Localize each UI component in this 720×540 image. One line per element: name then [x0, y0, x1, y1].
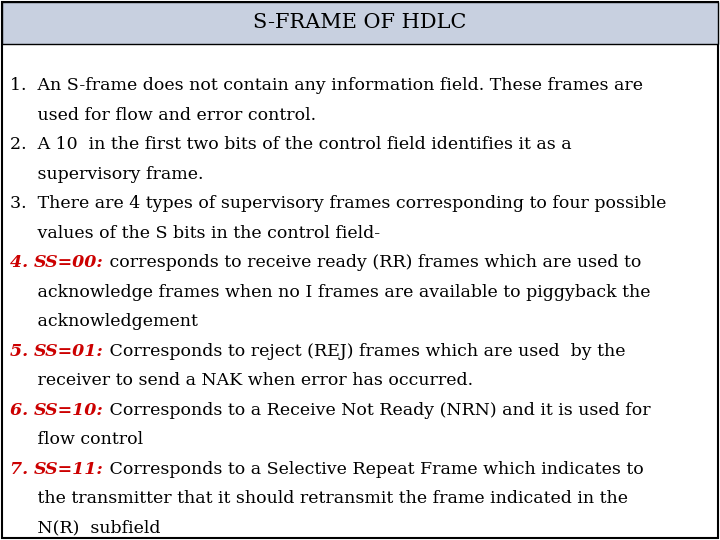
Text: 4.: 4. [10, 254, 34, 271]
Text: 3.  There are 4 types of supervisory frames corresponding to four possible: 3. There are 4 types of supervisory fram… [10, 195, 667, 212]
Text: 6.: 6. [10, 402, 34, 418]
Text: the transmitter that it should retransmit the frame indicated in the: the transmitter that it should retransmi… [10, 490, 628, 507]
Text: supervisory frame.: supervisory frame. [10, 166, 204, 183]
Text: corresponds to receive ready (RR) frames which are used to: corresponds to receive ready (RR) frames… [104, 254, 642, 271]
Text: SS=11:: SS=11: [34, 461, 104, 477]
Text: 1.  An S-frame does not contain any information field. These frames are: 1. An S-frame does not contain any infor… [10, 77, 643, 94]
Text: Corresponds to a Receive Not Ready (NRN) and it is used for: Corresponds to a Receive Not Ready (NRN)… [104, 402, 650, 418]
Text: 2.  A 10  in the first two bits of the control field identifies it as a: 2. A 10 in the first two bits of the con… [10, 136, 572, 153]
Text: Corresponds to a Selective Repeat Frame which indicates to: Corresponds to a Selective Repeat Frame … [104, 461, 644, 477]
Text: Corresponds to reject (REJ) frames which are used  by the: Corresponds to reject (REJ) frames which… [104, 342, 626, 360]
Text: 5.: 5. [10, 342, 34, 360]
Text: receiver to send a NAK when error has occurred.: receiver to send a NAK when error has oc… [10, 372, 473, 389]
Bar [2, 2, 718, 44]
Text: SS=10:: SS=10: [34, 402, 104, 418]
Text: 7.: 7. [10, 461, 34, 477]
Text: values of the S bits in the control field-: values of the S bits in the control fiel… [10, 225, 380, 241]
Text: flow control: flow control [10, 431, 143, 448]
Text: SS=00:: SS=00: [34, 254, 104, 271]
Text: N(R)  subfield: N(R) subfield [10, 519, 161, 537]
Text: used for flow and error control.: used for flow and error control. [10, 106, 316, 124]
Text: SS=01:: SS=01: [34, 342, 104, 360]
Text: acknowledgement: acknowledgement [10, 313, 198, 330]
Text: S-FRAME OF HDLC: S-FRAME OF HDLC [253, 14, 467, 32]
Text: acknowledge frames when no I frames are available to piggyback the: acknowledge frames when no I frames are … [10, 284, 650, 301]
